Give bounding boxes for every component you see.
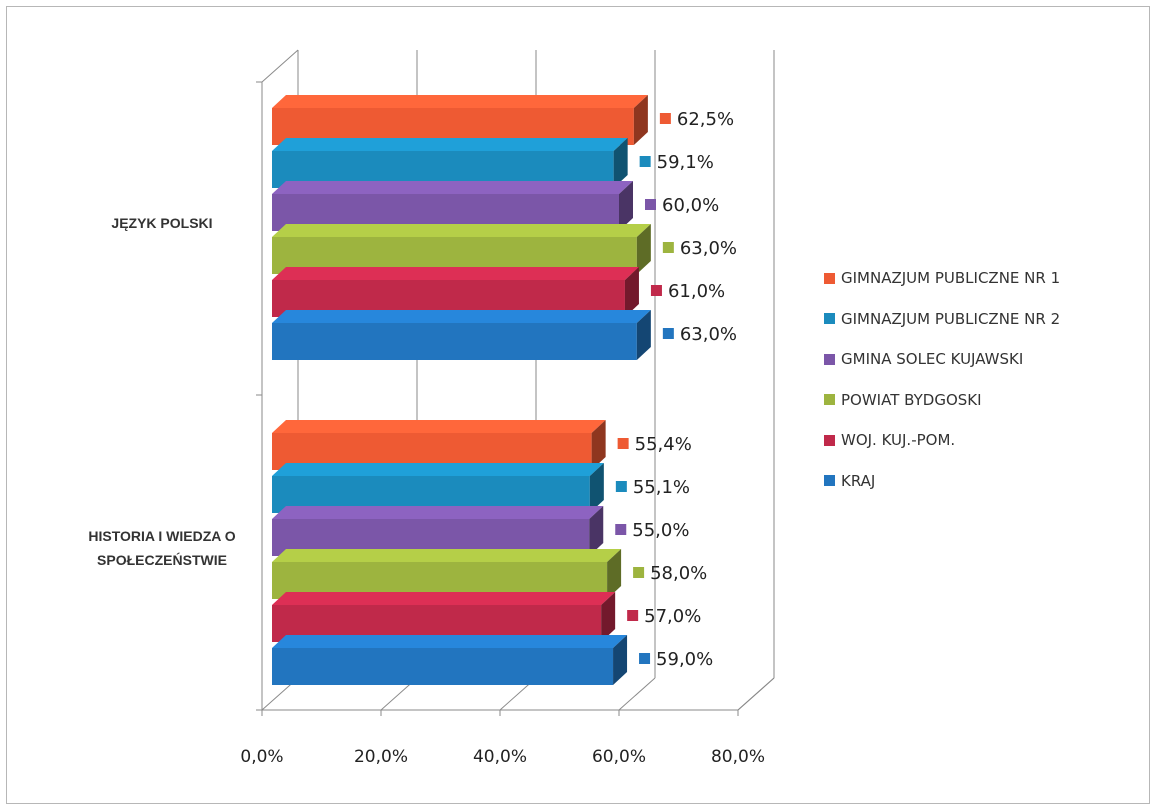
bar-side-0-2 (619, 181, 633, 231)
legend-item: GIMNAZJUM PUBLICZNE NR 2 (824, 299, 1144, 340)
bar-side-1-5 (613, 635, 628, 685)
bar-top-1-5 (272, 635, 628, 648)
data-label-0-1: 59,1% (657, 152, 714, 173)
bar-side-0-5 (636, 310, 651, 360)
data-label-0-0: 62,5% (677, 109, 734, 130)
bar-top-0-0 (272, 95, 648, 108)
top-wall-edge (261, 49, 299, 83)
bar-top-0-5 (272, 310, 651, 323)
data-label-swatch-0-3 (662, 242, 674, 253)
bar-top-1-3 (272, 549, 622, 562)
data-label-0-4: 61,0% (668, 281, 725, 302)
floor-right-edge (737, 677, 775, 711)
legend-label: GIMNAZJUM PUBLICZNE NR 2 (841, 309, 1061, 328)
bar-top-0-3 (272, 224, 651, 237)
floor-gridline-3 (618, 677, 656, 711)
legend-swatch (824, 313, 835, 325)
x-tick-label-0: 0,0% (240, 747, 283, 767)
legend-item: GIMNAZJUM PUBLICZNE NR 1 (824, 258, 1144, 299)
bar-side-1-4 (601, 592, 616, 642)
data-label-swatch-1-0 (617, 438, 629, 449)
legend-item: GMINA SOLEC KUJAWSKI (824, 339, 1144, 380)
category-label-1-line-1: SPOŁECZEŃSTWIE (97, 552, 227, 568)
x-tick-label-4: 80,0% (711, 747, 765, 767)
data-label-swatch-0-4 (650, 285, 662, 296)
category-label-0: JĘZYK POLSKI (111, 215, 212, 231)
bar-top-1-1 (272, 463, 604, 476)
data-label-swatch-1-2 (615, 524, 627, 535)
bar-side-1-0 (591, 420, 606, 470)
data-label-swatch-0-2 (645, 199, 656, 210)
legend-label: POWIAT BYDGOSKI (841, 390, 982, 409)
legend-item: KRAJ (824, 461, 1144, 502)
legend-swatch (824, 353, 835, 365)
legend: GIMNAZJUM PUBLICZNE NR 1 GIMNAZJUM PUBLIC… (824, 258, 1144, 501)
data-label-0-3: 63,0% (680, 238, 737, 259)
legend-swatch (824, 434, 835, 446)
bar-side-0-4 (624, 267, 639, 317)
legend-swatch (824, 394, 835, 406)
data-label-1-1: 55,1% (633, 477, 690, 498)
legend-label: KRAJ (841, 471, 876, 490)
data-label-swatch-1-4 (627, 610, 639, 621)
x-tick-label-1: 20,0% (354, 747, 408, 767)
bar-top-1-4 (272, 592, 616, 605)
data-label-1-0: 55,4% (635, 434, 692, 455)
data-label-swatch-1-1 (615, 481, 627, 492)
category-label-1-line-0: HISTORIA I WIEDZA O (88, 528, 235, 544)
bar-side-1-1 (589, 463, 604, 513)
data-label-swatch-1-5 (639, 653, 651, 664)
legend-item: POWIAT BYDGOSKI (824, 380, 1144, 421)
bar-top-1-0 (272, 420, 606, 433)
bar-side-1-3 (607, 549, 622, 599)
legend-swatch (824, 475, 835, 487)
bar-top-0-4 (272, 267, 639, 280)
data-label-swatch-0-1 (639, 156, 651, 167)
data-label-swatch-0-0 (659, 113, 671, 124)
data-label-1-3: 58,0% (650, 563, 707, 584)
data-label-0-2: 60,0% (662, 195, 719, 216)
bar-top-0-1 (272, 138, 628, 151)
data-label-swatch-0-5 (662, 328, 674, 339)
bar-top-1-2 (272, 506, 604, 519)
bar-side-0-3 (636, 224, 651, 274)
bar-top-0-2 (272, 181, 633, 194)
bar-0-5 (272, 323, 637, 360)
legend-swatch (824, 272, 835, 284)
bar-side-0-1 (613, 138, 628, 188)
bar-side-0-0 (633, 95, 648, 145)
bar-1-5 (272, 648, 614, 685)
data-label-1-2: 55,0% (632, 520, 689, 541)
x-tick-label-2: 40,0% (473, 747, 527, 767)
data-label-0-5: 63,0% (680, 324, 737, 345)
legend-label: WOJ. KUJ.-POM. (841, 431, 956, 450)
bar-side-1-2 (589, 506, 604, 556)
legend-item: WOJ. KUJ.-POM. (824, 420, 1144, 461)
data-label-1-5: 59,0% (656, 649, 713, 670)
legend-label: GMINA SOLEC KUJAWSKI (841, 350, 1024, 369)
data-label-1-4: 57,0% (644, 606, 701, 627)
data-label-swatch-1-3 (633, 567, 645, 578)
x-tick-label-3: 60,0% (592, 747, 646, 767)
legend-label: GIMNAZJUM PUBLICZNE NR 1 (841, 269, 1061, 288)
